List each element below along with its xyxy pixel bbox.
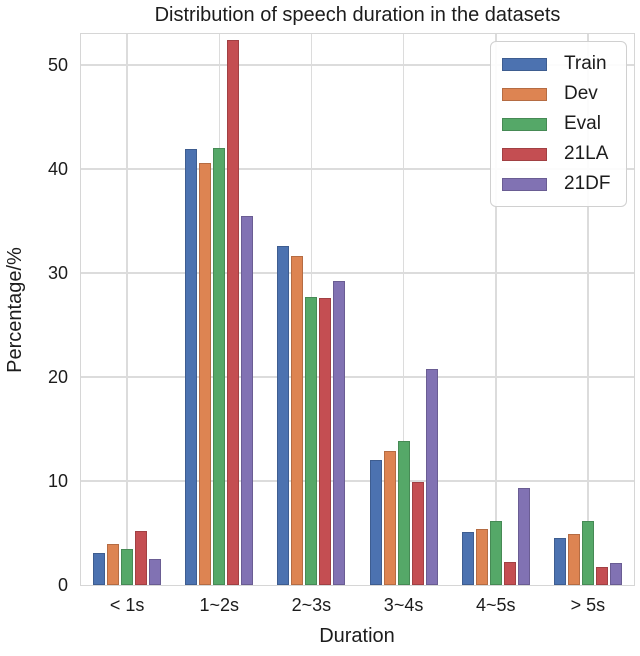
legend-swatch-dev: [502, 87, 547, 101]
bar-train-1: [93, 552, 106, 585]
bar-eval-5: [489, 520, 502, 585]
legend-label-eval: Eval: [564, 113, 601, 134]
legend-label-21la: 21LA: [564, 143, 609, 164]
y-tick-label: 40: [47, 159, 68, 180]
legend-label-train: Train: [564, 53, 607, 74]
legend-swatch-21df: [502, 177, 547, 191]
bar-21la-5: [503, 562, 516, 585]
legend-item-eval: Eval: [502, 109, 626, 139]
bar-21la-4: [411, 482, 424, 585]
bar-21df-1: [149, 559, 162, 585]
bar-21df-3: [333, 281, 346, 585]
y-gridline: [81, 272, 634, 274]
bar-eval-1: [121, 548, 134, 585]
y-tick-label: 30: [47, 263, 68, 284]
bar-dev-3: [291, 256, 304, 585]
y-gridline: [81, 376, 634, 378]
bar-21df-4: [425, 368, 438, 585]
bar-eval-6: [581, 520, 594, 585]
bar-dev-2: [199, 162, 212, 585]
bar-21la-6: [595, 567, 608, 585]
y-gridline: [81, 480, 634, 482]
legend-item-21la: 21LA: [502, 139, 626, 169]
legend: Train Dev Eval 21LA 21DF: [490, 41, 627, 207]
legend-swatch-train: [502, 57, 547, 71]
legend-item-dev: Dev: [502, 79, 626, 109]
legend-label-21df: 21DF: [564, 173, 611, 194]
bar-21df-2: [241, 215, 254, 585]
bar-eval-2: [213, 148, 226, 585]
x-tick-label: 3~4s: [383, 595, 424, 615]
legend-label-dev: Dev: [564, 83, 598, 104]
chart-title: Distribution of speech duration in the d…: [154, 4, 561, 26]
x-tick-label: < 1s: [109, 595, 145, 615]
x-tick-label: > 5s: [570, 595, 606, 615]
legend-item-21df: 21DF: [502, 169, 626, 199]
legend-swatch-eval: [502, 117, 547, 131]
bar-21la-3: [319, 298, 332, 585]
legend-swatch-21la: [502, 147, 547, 161]
x-gridline: [402, 34, 405, 585]
bar-dev-6: [567, 534, 580, 585]
bar-train-6: [553, 538, 566, 585]
bar-train-2: [185, 149, 198, 585]
x-tick-label: 1~2s: [199, 595, 240, 615]
bar-21la-2: [227, 40, 240, 585]
bar-dev-5: [475, 528, 488, 585]
bar-eval-3: [305, 297, 318, 585]
bar-dev-4: [383, 450, 396, 585]
x-gridline: [495, 34, 497, 585]
y-tick-label: 20: [47, 367, 68, 388]
bar-eval-4: [397, 440, 410, 585]
x-tick-label: 4~5s: [475, 595, 516, 615]
bar-train-4: [369, 460, 382, 585]
y-tick-label: 10: [47, 471, 68, 492]
x-tick-label: 2~3s: [291, 595, 332, 615]
bar-train-5: [461, 531, 474, 585]
x-gridline: [126, 34, 128, 585]
bar-21la-1: [135, 530, 148, 585]
legend-item-train: Train: [502, 49, 626, 79]
y-gridline: [81, 168, 634, 170]
bar-21df-5: [517, 488, 530, 585]
x-gridline: [587, 34, 589, 585]
y-tick-label: 0: [57, 575, 68, 595]
y-gridline: [81, 64, 634, 66]
bar-dev-1: [107, 544, 120, 585]
bar-train-3: [277, 246, 290, 585]
x-axis-label: Duration: [319, 625, 395, 647]
y-tick-label: 50: [47, 55, 68, 76]
bar-21df-6: [609, 563, 622, 585]
